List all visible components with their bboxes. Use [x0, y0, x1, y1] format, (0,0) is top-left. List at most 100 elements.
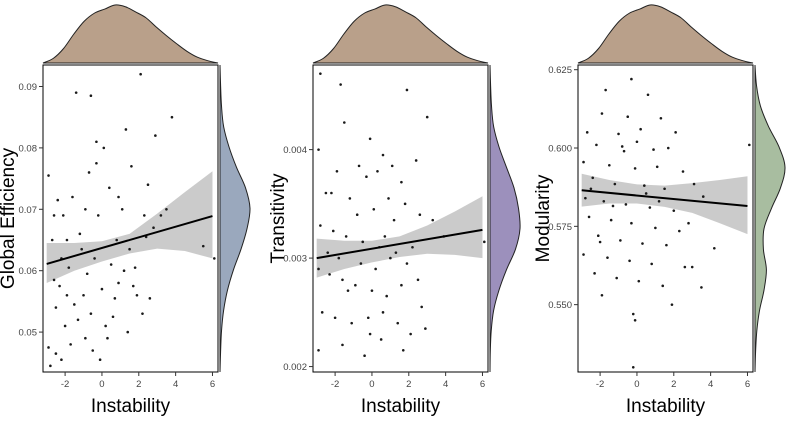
data-point — [604, 88, 607, 92]
data-point — [93, 257, 96, 260]
data-point — [344, 235, 348, 238]
data-point — [366, 316, 370, 320]
data-point — [317, 148, 320, 151]
data-point — [595, 143, 598, 147]
data-point — [637, 279, 641, 283]
data-point — [615, 276, 618, 280]
data-point — [130, 165, 133, 168]
data-point — [411, 245, 414, 249]
data-point — [170, 115, 174, 119]
data-point — [425, 115, 429, 119]
data-point — [613, 182, 617, 186]
data-point — [56, 198, 60, 202]
panel-3: -2 0 2 4 6 0.550 0.575 0.600 0.625 Instability Mod… — [533, 4, 786, 417]
top-marginal-density — [42, 4, 219, 64]
data-point — [405, 262, 409, 265]
data-point — [80, 247, 83, 251]
data-point — [424, 327, 427, 330]
data-point — [584, 196, 587, 200]
data-point — [65, 293, 69, 297]
data-point — [652, 148, 655, 151]
plot-frame — [577, 64, 754, 373]
data-point — [95, 140, 98, 144]
data-point — [674, 131, 677, 134]
data-point — [139, 72, 142, 76]
data-point — [120, 207, 124, 211]
data-point — [331, 229, 335, 233]
data-point — [346, 289, 350, 292]
x-tick-label: 6 — [745, 379, 750, 390]
x-tick-label: -2 — [61, 379, 69, 390]
data-point — [748, 143, 751, 147]
data-point — [85, 272, 89, 276]
data-point — [381, 153, 385, 157]
data-point — [390, 164, 394, 168]
data-point — [670, 303, 674, 306]
data-point — [700, 286, 703, 289]
data-point — [341, 343, 344, 347]
data-point — [639, 127, 642, 131]
data-point — [82, 293, 85, 297]
data-point — [131, 284, 135, 288]
x-axis-label: Instability — [361, 396, 441, 417]
x-axis-label: Instability — [91, 396, 171, 417]
data-point — [593, 272, 596, 275]
data-point — [333, 316, 337, 320]
y-tick-label: 0.600 — [548, 144, 572, 155]
data-point — [89, 94, 93, 97]
data-point — [124, 128, 128, 131]
confidence-band — [316, 196, 483, 278]
data-point — [47, 174, 50, 177]
regression-line — [581, 189, 748, 207]
y-tick-label: 0.09 — [19, 82, 38, 93]
data-point — [52, 278, 56, 282]
data-point — [655, 165, 659, 169]
data-point — [348, 197, 352, 200]
data-point — [73, 303, 76, 306]
data-point — [631, 312, 635, 316]
data-point — [665, 243, 668, 247]
data-point — [681, 170, 685, 173]
data-point — [585, 131, 589, 134]
data-point — [357, 164, 361, 168]
data-point — [74, 91, 78, 94]
data-point — [661, 284, 665, 288]
data-point — [317, 349, 320, 352]
x-tick-label: 6 — [210, 379, 215, 390]
data-point — [102, 146, 106, 150]
data-point — [319, 72, 322, 75]
y-tick-label: 0.004 — [283, 145, 307, 156]
data-point — [65, 238, 69, 242]
data-point — [117, 281, 120, 285]
data-point — [392, 218, 396, 222]
data-point — [165, 207, 168, 211]
data-point — [663, 187, 666, 191]
data-point — [608, 163, 611, 167]
data-point — [611, 204, 615, 208]
data-point — [389, 256, 392, 260]
data-point — [633, 167, 637, 170]
data-point — [58, 284, 61, 288]
data-point — [49, 364, 52, 368]
data-point — [341, 278, 344, 282]
right-marginal-density — [489, 64, 521, 373]
data-point — [596, 234, 600, 238]
x-tick-label: 4 — [173, 379, 178, 390]
data-point — [624, 203, 628, 206]
data-point — [602, 199, 606, 203]
data-point — [317, 267, 320, 271]
data-point — [115, 238, 118, 242]
data-point — [141, 312, 144, 315]
data-point — [414, 159, 418, 162]
data-point — [52, 214, 56, 217]
x-tick-label: 2 — [406, 379, 411, 390]
data-point — [100, 287, 104, 291]
data-point — [659, 116, 663, 120]
data-point — [368, 137, 372, 141]
data-point — [622, 149, 626, 153]
data-point — [396, 321, 400, 325]
data-point — [701, 195, 705, 198]
data-point — [628, 259, 631, 263]
data-point — [409, 332, 412, 336]
